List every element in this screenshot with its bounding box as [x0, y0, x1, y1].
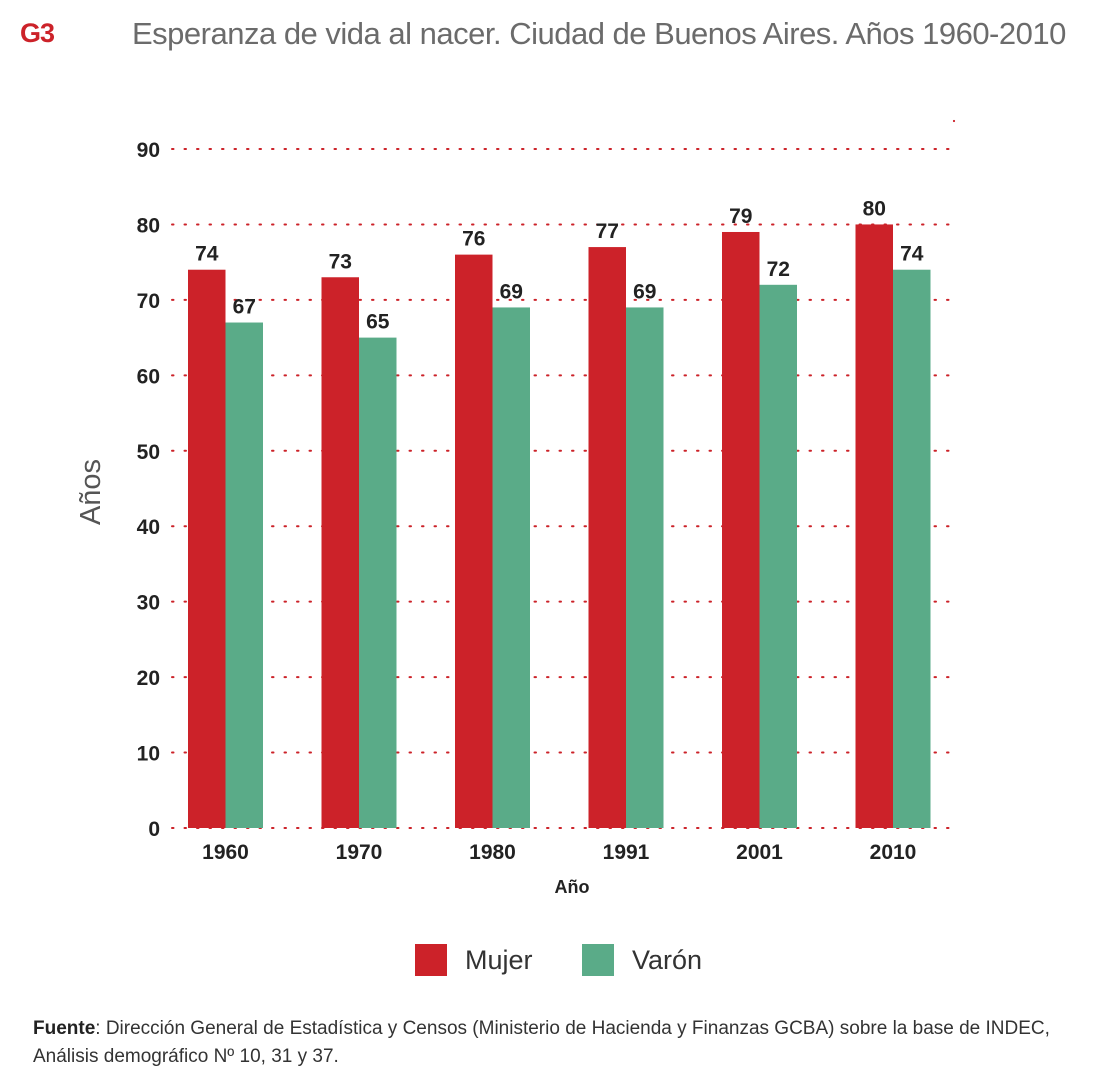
y-tick-label-60: 60	[137, 365, 160, 388]
grid-corner-dot	[952, 119, 956, 123]
source-label: Fuente	[33, 1018, 96, 1039]
legend-label-mujer: Mujer	[465, 944, 533, 975]
y-tick-label-0: 0	[148, 818, 160, 841]
x-tick-label-1991: 1991	[603, 841, 650, 864]
data-label-mujer-2001: 79	[729, 205, 752, 228]
data-label-mujer-1991: 77	[596, 220, 619, 243]
bar-mujer-1970	[321, 277, 359, 828]
data-label-mujer-1980: 76	[462, 228, 485, 251]
data-label-varon-2001: 72	[767, 258, 790, 281]
data-label-varon-2010: 74	[900, 243, 924, 266]
data-label-varon-1991: 69	[633, 280, 656, 303]
bar-chart: 0 10 20 30 40 50 60 70 80 90 74 67 1960 73 65 1970 76 69 1…	[75, 119, 959, 897]
y-tick-label-80: 80	[137, 214, 160, 237]
legend-item-varon: Varón	[582, 944, 702, 976]
y-axis-label: Años	[75, 459, 107, 525]
chart-id: G3	[20, 18, 55, 48]
legend-item-mujer: Mujer	[415, 944, 533, 976]
bar-varon-2010	[893, 269, 931, 828]
source-note: Fuente: Dirección General de Estadística…	[33, 1015, 1093, 1071]
legend-swatch-mujer	[415, 944, 447, 976]
data-label-varon-1970: 65	[366, 311, 390, 334]
y-tick-label-90: 90	[137, 139, 160, 162]
y-tick-label-10: 10	[137, 743, 160, 766]
legend-swatch-varon	[582, 944, 614, 976]
bar-varon-1991	[626, 307, 664, 828]
bar-varon-2001	[759, 284, 797, 828]
y-tick-label-70: 70	[137, 290, 160, 313]
data-label-varon-1960: 67	[233, 296, 256, 319]
y-tick-label-40: 40	[137, 516, 160, 539]
x-tick-label-1970: 1970	[336, 841, 383, 864]
x-tick-label-2010: 2010	[870, 841, 917, 864]
y-tick-label-20: 20	[137, 667, 160, 690]
data-label-mujer-2010: 80	[863, 197, 886, 220]
data-label-mujer-1960: 74	[195, 243, 219, 266]
bar-varon-1960	[225, 322, 263, 828]
x-tick-label-1960: 1960	[202, 841, 249, 864]
bar-varon-1970	[359, 337, 397, 828]
data-label-varon-1980: 69	[500, 280, 523, 303]
bar-varon-1980	[492, 307, 530, 828]
bar-mujer-1980	[455, 254, 493, 829]
y-tick-label-50: 50	[137, 441, 160, 464]
x-tick-label-2001: 2001	[736, 841, 783, 864]
legend-label-varon: Varón	[632, 944, 703, 975]
bar-mujer-1991	[588, 247, 626, 829]
x-axis-label: Año	[555, 877, 590, 897]
legend: Mujer Varón	[0, 944, 1115, 984]
bar-mujer-2001	[722, 231, 760, 828]
bar-mujer-2010	[855, 224, 893, 828]
y-tick-label-30: 30	[137, 592, 160, 615]
x-tick-label-1980: 1980	[469, 841, 516, 864]
source-text: : Dirección General de Estadística y Cen…	[33, 1018, 1050, 1067]
chart-title: Esperanza de vida al nacer. Ciudad de Bu…	[132, 16, 1066, 51]
data-label-mujer-1970: 73	[329, 250, 352, 273]
bar-mujer-1960	[188, 269, 226, 828]
